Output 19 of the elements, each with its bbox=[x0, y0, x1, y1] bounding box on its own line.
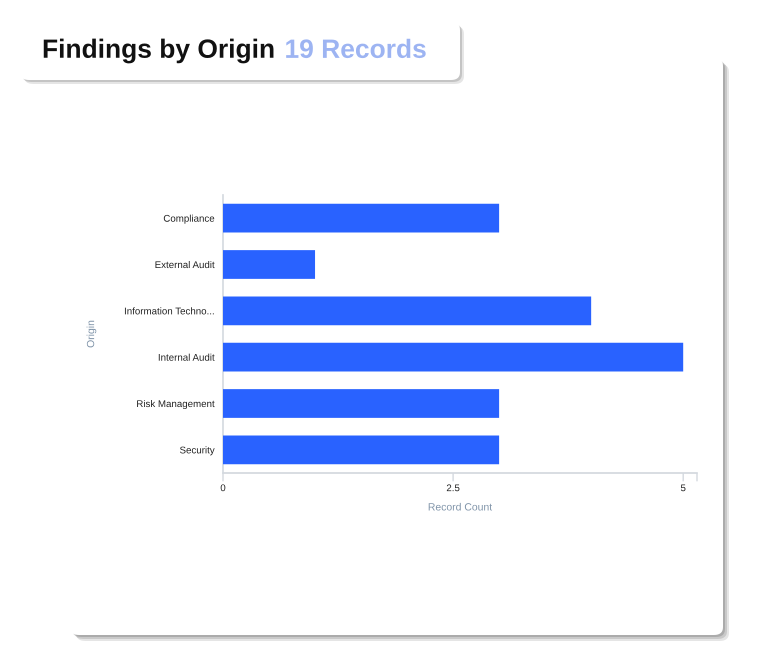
chart-subtitle: 19 Records bbox=[286, 38, 426, 58]
x-axis-title: Record Count bbox=[428, 502, 492, 511]
chart-title: Findings by Origin bbox=[44, 38, 274, 64]
bar bbox=[223, 204, 500, 233]
y-tick-label: Security bbox=[180, 446, 215, 456]
y-tick-label: Internal Audit bbox=[158, 354, 215, 361]
y-tick-label: Compliance bbox=[164, 214, 214, 224]
bar bbox=[223, 342, 684, 372]
x-tick-label: 2.5 bbox=[446, 484, 460, 492]
x-tick-label: 5 bbox=[680, 484, 686, 492]
y-axis-title: Origin bbox=[86, 320, 96, 348]
y-tick-label: Information Techno... bbox=[124, 307, 214, 314]
y-tick-label: Risk Management bbox=[137, 400, 215, 410]
x-tick-label: 0 bbox=[220, 484, 226, 492]
bar bbox=[223, 296, 592, 326]
y-tick-label: External Audit bbox=[155, 260, 215, 268]
bar bbox=[223, 250, 316, 279]
bar bbox=[223, 389, 500, 418]
bar bbox=[223, 435, 500, 464]
